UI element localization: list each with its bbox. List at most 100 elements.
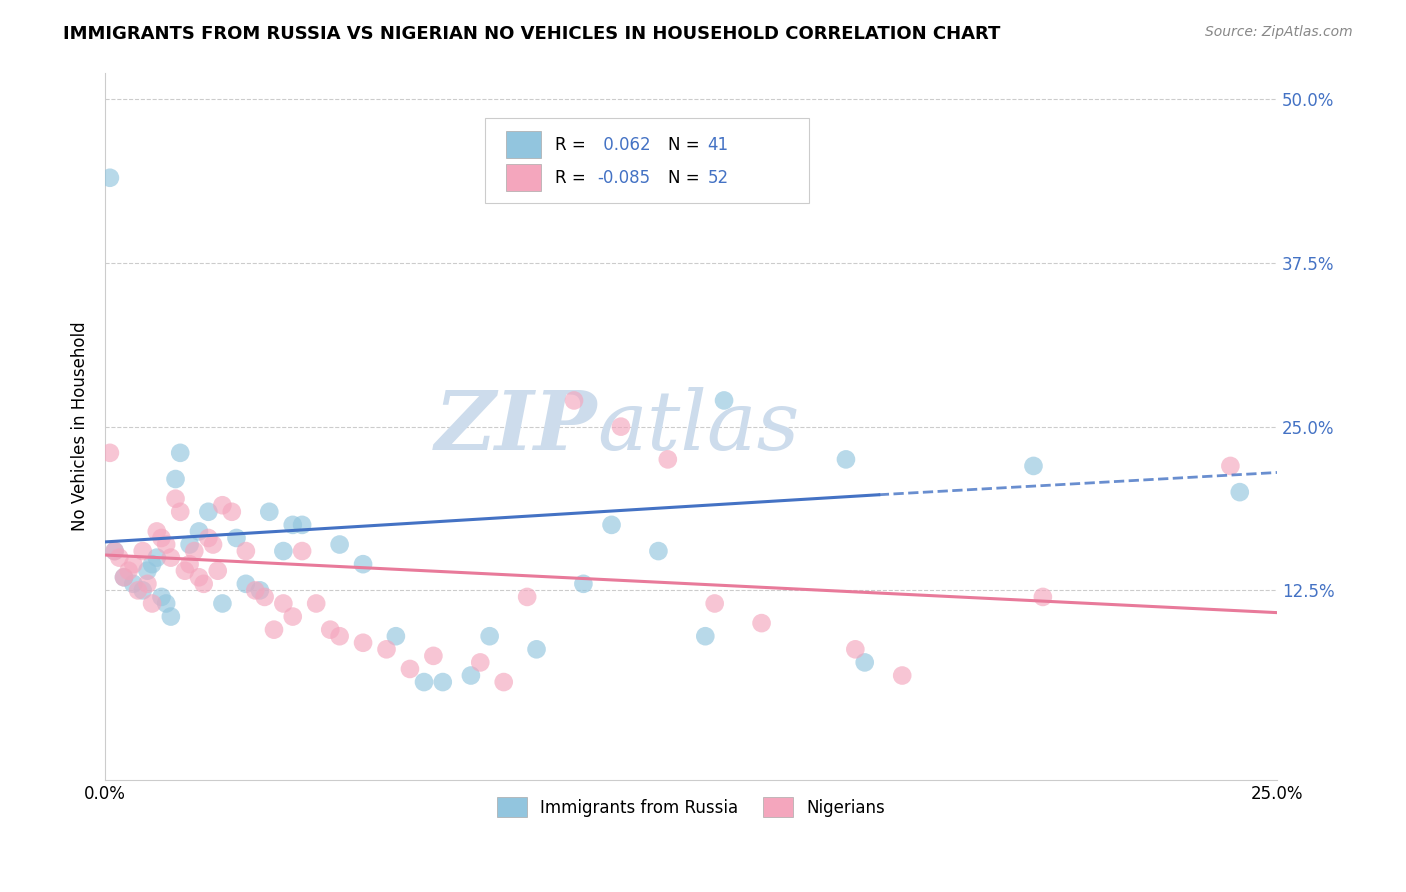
Point xyxy=(835,452,858,467)
Point xyxy=(197,505,219,519)
Point xyxy=(516,590,538,604)
Point xyxy=(375,642,398,657)
Point xyxy=(470,656,492,670)
Point xyxy=(572,577,595,591)
Point xyxy=(221,505,243,519)
Point xyxy=(146,524,169,539)
Point xyxy=(245,583,267,598)
Point xyxy=(249,583,271,598)
Point xyxy=(188,570,211,584)
Point xyxy=(352,636,374,650)
Point xyxy=(385,629,408,643)
Point xyxy=(193,577,215,591)
Point xyxy=(432,675,454,690)
Point xyxy=(329,537,352,551)
Point xyxy=(98,170,121,185)
Point xyxy=(165,491,187,506)
Point xyxy=(127,583,149,598)
Text: ZIP: ZIP xyxy=(434,386,598,467)
Point xyxy=(160,609,183,624)
Point xyxy=(291,517,314,532)
Point xyxy=(136,577,159,591)
Point xyxy=(291,544,314,558)
Point xyxy=(112,570,135,584)
Point xyxy=(478,629,501,643)
Point xyxy=(211,498,233,512)
Point xyxy=(460,668,482,682)
Point xyxy=(891,668,914,682)
Point xyxy=(305,597,328,611)
Point xyxy=(132,544,155,558)
Point xyxy=(179,557,201,571)
Point xyxy=(329,629,352,643)
Point xyxy=(98,446,121,460)
Point xyxy=(1219,458,1241,473)
Text: IMMIGRANTS FROM RUSSIA VS NIGERIAN NO VEHICLES IN HOUSEHOLD CORRELATION CHART: IMMIGRANTS FROM RUSSIA VS NIGERIAN NO VE… xyxy=(63,25,1001,43)
Point xyxy=(197,531,219,545)
Text: 0.062: 0.062 xyxy=(598,136,650,153)
Point xyxy=(132,583,155,598)
Point xyxy=(853,656,876,670)
Legend: Immigrants from Russia, Nigerians: Immigrants from Russia, Nigerians xyxy=(489,789,894,825)
Point xyxy=(225,531,247,545)
Point xyxy=(235,577,257,591)
Point xyxy=(713,393,735,408)
Point xyxy=(647,544,669,558)
Point xyxy=(211,597,233,611)
Point xyxy=(751,616,773,631)
Point xyxy=(141,557,163,571)
Text: N =: N = xyxy=(668,169,700,186)
Point xyxy=(155,597,177,611)
Text: 52: 52 xyxy=(707,169,728,186)
Point xyxy=(207,564,229,578)
Point xyxy=(1022,458,1045,473)
Point xyxy=(146,550,169,565)
Point xyxy=(273,544,295,558)
Point xyxy=(610,419,633,434)
Text: R =: R = xyxy=(555,169,586,186)
Point xyxy=(103,544,125,558)
Point xyxy=(174,564,197,578)
Point xyxy=(136,564,159,578)
Point xyxy=(202,537,225,551)
Point xyxy=(155,537,177,551)
Point xyxy=(160,550,183,565)
Text: N =: N = xyxy=(668,136,700,153)
Point xyxy=(281,517,304,532)
Point xyxy=(600,517,623,532)
Point xyxy=(1032,590,1054,604)
Point xyxy=(118,564,141,578)
Point xyxy=(108,550,131,565)
Point xyxy=(657,452,679,467)
Point xyxy=(141,597,163,611)
Point xyxy=(695,629,717,643)
Point xyxy=(183,544,205,558)
Point xyxy=(422,648,444,663)
Point xyxy=(399,662,422,676)
Point xyxy=(352,557,374,571)
Point xyxy=(281,609,304,624)
Point xyxy=(169,446,191,460)
Point xyxy=(562,393,585,408)
Text: -0.085: -0.085 xyxy=(598,169,651,186)
Point xyxy=(1229,485,1251,500)
Point xyxy=(179,537,201,551)
Point xyxy=(413,675,436,690)
Point xyxy=(165,472,187,486)
Point xyxy=(319,623,342,637)
Point xyxy=(844,642,866,657)
Point xyxy=(492,675,515,690)
Point xyxy=(112,570,135,584)
Point xyxy=(150,531,173,545)
Point xyxy=(259,505,281,519)
Point xyxy=(122,577,145,591)
Text: 41: 41 xyxy=(707,136,728,153)
Text: atlas: atlas xyxy=(598,386,800,467)
Point xyxy=(253,590,276,604)
Point xyxy=(703,597,725,611)
Point xyxy=(122,557,145,571)
Text: R =: R = xyxy=(555,136,586,153)
Point xyxy=(263,623,285,637)
Point xyxy=(235,544,257,558)
Text: Source: ZipAtlas.com: Source: ZipAtlas.com xyxy=(1205,25,1353,39)
